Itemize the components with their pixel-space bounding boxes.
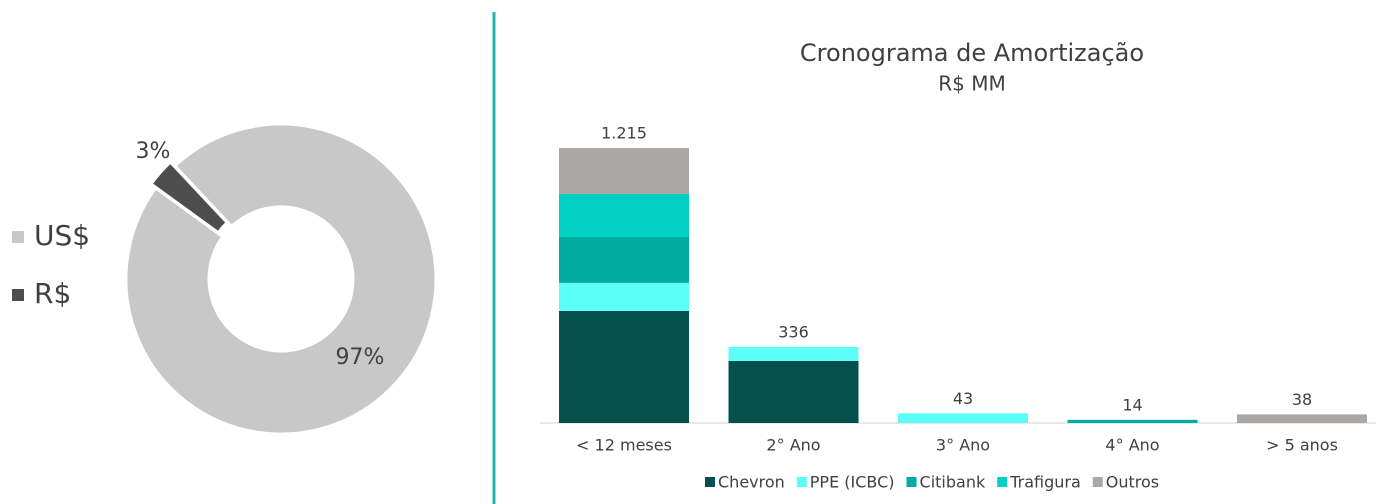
x-tick-label: 4° Ano: [1105, 436, 1159, 455]
legend-label: Chevron: [718, 473, 785, 492]
donut-slice: [124, 122, 438, 436]
bar-segment: [728, 346, 859, 361]
total-label: 336: [778, 322, 809, 341]
total-label: 1.215: [601, 124, 647, 143]
total-label: 43: [953, 389, 973, 408]
chart-title: Cronograma de Amortização: [800, 39, 1144, 67]
legend-label: Outros: [1106, 473, 1159, 492]
bar-segment: [559, 236, 689, 283]
slice-label: 97%: [336, 345, 385, 370]
x-tick-label: 3° Ano: [936, 436, 990, 455]
bar-segment: [559, 148, 689, 194]
legend-label: US$: [34, 219, 90, 252]
legend-swatch: [705, 477, 715, 487]
legend-swatch: [997, 477, 1008, 487]
slice-label: 3%: [136, 139, 171, 164]
bar-segment: [1237, 414, 1367, 423]
x-tick-label: > 5 anos: [1266, 436, 1338, 455]
legend-swatch: [906, 477, 917, 487]
bar-segment: [728, 360, 859, 423]
x-tick-label: 2° Ano: [766, 436, 820, 455]
chart-subtitle: R$ MM: [938, 72, 1006, 96]
total-label: 14: [1122, 395, 1142, 414]
bar-segment: [559, 282, 689, 311]
legend-label: Citibank: [920, 473, 986, 492]
bar-segment: [559, 310, 689, 423]
total-label: 38: [1292, 390, 1312, 409]
legend-swatch: [796, 477, 807, 487]
legend-swatch: [1092, 477, 1103, 487]
legend-swatch: [12, 231, 24, 243]
bar-segment: [1067, 419, 1198, 423]
x-tick-label: < 12 meses: [576, 436, 672, 455]
legend-label: R$: [34, 277, 71, 310]
bar-segment: [898, 413, 1028, 423]
legend-label: PPE (ICBC): [810, 473, 895, 492]
bar-segment: [559, 193, 689, 237]
legend-label: Trafigura: [1009, 473, 1081, 492]
legend-swatch: [12, 289, 24, 301]
